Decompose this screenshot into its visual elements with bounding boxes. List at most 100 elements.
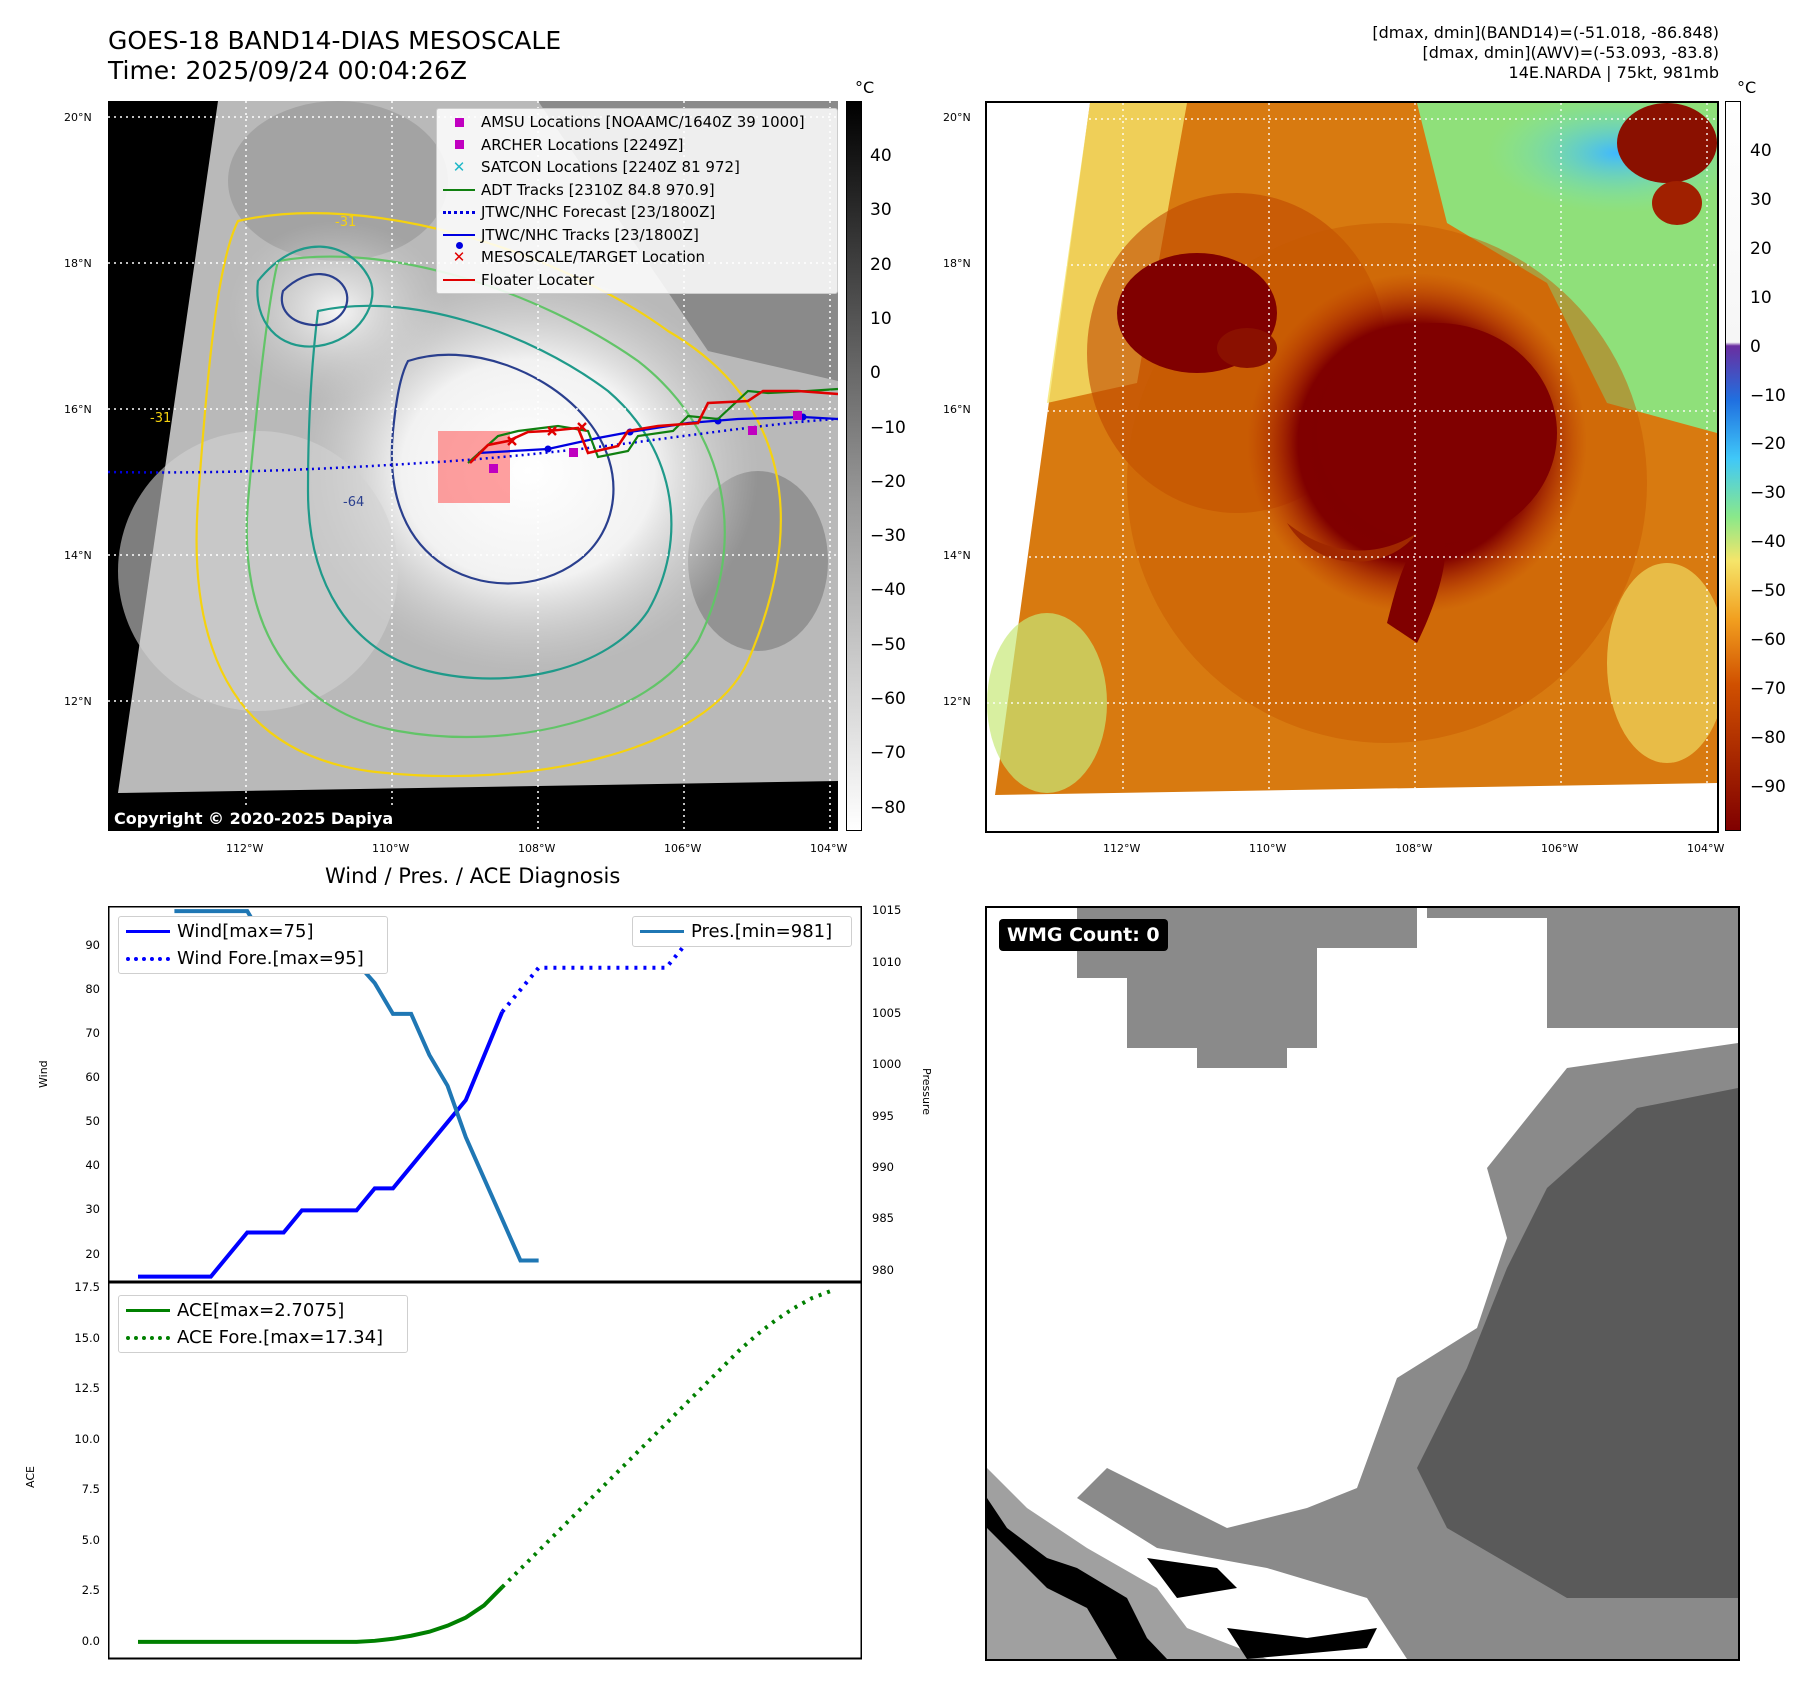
wmg-svg — [987, 908, 1738, 1659]
wind-tick-label: 50 — [85, 1114, 100, 1129]
ace-tick-label: 2.5 — [81, 1583, 100, 1598]
ace-tick-label: 10.0 — [74, 1431, 100, 1446]
diag-chart — [102, 905, 868, 1660]
tick-label: −20 — [870, 471, 906, 492]
pressure-ylabel: Pressure — [920, 1068, 933, 1115]
pressure-tick-label: 995 — [872, 1108, 894, 1123]
tick-label: −40 — [1750, 532, 1786, 553]
tick-label: −60 — [870, 689, 906, 709]
wind-tick-label: 80 — [85, 981, 100, 996]
ace-fore-dotted-icon — [126, 1335, 170, 1340]
wind-ylabel: Wind — [37, 1060, 50, 1088]
pressure-tick-label: 1000 — [872, 1057, 902, 1072]
tick-label: −70 — [1750, 678, 1786, 699]
tick-label: −80 — [1750, 727, 1786, 748]
legend-label: ACE[max=2.7075] — [177, 1300, 345, 1321]
info-storm: 14E.NARDA | 75kt, 981mb — [1508, 63, 1719, 82]
pressure-legend: Pres.[min=981] — [632, 916, 852, 947]
adt-line-icon — [443, 188, 475, 191]
tick-label: 10 — [1750, 287, 1772, 308]
legend-label: Wind[max=75] — [177, 921, 314, 942]
wmg-count-badge: WMG Count: 0 — [999, 919, 1168, 951]
tick-label: 20 — [870, 254, 892, 275]
wind-fore-dotted-icon — [126, 956, 170, 961]
wind-tick-label: 70 — [85, 1025, 100, 1040]
legend-floater: Floater Locater — [437, 269, 837, 292]
legend-archer: ARCHER Locations [2249Z] — [437, 134, 837, 157]
tick-label: −50 — [870, 634, 906, 655]
legend-wind-fore: Wind Fore.[max=95] — [119, 945, 387, 972]
figure-title: GOES-18 BAND14-DIAS MESOSCALE — [108, 26, 562, 55]
wind-tick-label: 60 — [85, 1070, 100, 1085]
legend-forecast: JTWC/NHC Forecast [23/1800Z] — [437, 201, 837, 224]
tick-label: −20 — [1750, 434, 1786, 455]
legend-label: ADT Tracks [2310Z 84.8 970.9] — [481, 180, 715, 199]
info-band14-range: [dmax, dmin](BAND14)=(-51.018, -86.848) — [1372, 23, 1719, 42]
lat-label: 20°N — [943, 111, 971, 124]
legend-label: Pres.[min=981] — [691, 921, 833, 942]
legend-amsu: AMSU Locations [NOAAMC/1640Z 39 1000] — [437, 111, 837, 134]
lat-label: 14°N — [943, 549, 971, 562]
lat-label: 18°N — [943, 257, 971, 270]
archer-marker-icon — [454, 140, 464, 150]
diag-chart-svg — [102, 905, 868, 1660]
wind-tick-label: 30 — [85, 1202, 100, 1217]
ir-color-map-svg — [987, 103, 1717, 831]
lon-label: 104°W — [1687, 842, 1725, 855]
figure-time: Time: 2025/09/24 00:04:26Z — [108, 56, 467, 85]
ace-tick-label: 7.5 — [81, 1482, 100, 1497]
pressure-line-icon — [640, 930, 684, 933]
ace-line-icon — [126, 1309, 170, 1312]
tick-label: 40 — [1750, 141, 1772, 161]
colorbar-color-unit: °C — [1737, 78, 1757, 97]
tick-label: 40 — [870, 146, 892, 166]
legend-label: SATCON Locations [2240Z 81 972] — [481, 158, 740, 177]
legend-wind: Wind[max=75] — [119, 918, 387, 945]
forecast-dotted-icon — [443, 210, 475, 214]
ace-tick-label: 0.0 — [81, 1633, 100, 1648]
wind-tick-label: 20 — [85, 1246, 100, 1261]
tick-label: 0 — [870, 363, 881, 384]
lon-label: 112°W — [1103, 842, 1141, 855]
tick-label: 30 — [870, 200, 892, 221]
pressure-tick-label: 990 — [872, 1159, 894, 1174]
track-dot-icon — [456, 241, 463, 249]
contour-label: -31 — [150, 411, 172, 426]
diag-title: Wind / Pres. / ACE Diagnosis — [325, 864, 621, 888]
wmg-panel — [985, 906, 1740, 1661]
wind-tick-label: 90 — [85, 937, 100, 952]
pressure-tick-label: 1010 — [872, 954, 902, 969]
lon-label: 108°W — [1395, 842, 1433, 855]
lat-label: 20°N — [64, 111, 92, 124]
lon-label: 110°W — [372, 842, 410, 855]
tracks-line-icon — [443, 233, 475, 236]
legend-satcon: ✕ SATCON Locations [2240Z 81 972] — [437, 156, 837, 179]
colorbar-color — [1725, 101, 1741, 831]
tick-label: −10 — [1750, 385, 1786, 406]
tick-label: −30 — [870, 526, 906, 547]
pressure-tick-label: 980 — [872, 1262, 894, 1277]
legend-label: ACE Fore.[max=17.34] — [177, 1327, 384, 1348]
lon-label: 108°W — [518, 842, 556, 855]
mesoscale-x-icon: ✕ — [452, 248, 466, 267]
amsu-marker-icon — [454, 117, 464, 127]
info-awv-range: [dmax, dmin](AWV)=(-53.093, -83.8) — [1422, 43, 1719, 62]
satcon-x-icon: ✕ — [452, 158, 466, 177]
wind-legend: Wind[max=75] Wind Fore.[max=95] — [118, 916, 388, 974]
legend-label: MESOSCALE/TARGET Location — [481, 248, 706, 267]
lon-label: 106°W — [664, 842, 702, 855]
ace-tick-label: 17.5 — [74, 1280, 100, 1295]
legend-ace-fore: ACE Fore.[max=17.34] — [119, 1324, 407, 1351]
floater-line-icon — [443, 278, 475, 281]
ace-tick-label: 15.0 — [74, 1330, 100, 1345]
tick-label: −10 — [870, 417, 906, 438]
wind-series-line — [138, 1011, 505, 1279]
map-legend: AMSU Locations [NOAAMC/1640Z 39 1000] AR… — [436, 108, 838, 294]
ace-series-line — [138, 1585, 504, 1644]
tick-label: −80 — [870, 797, 906, 818]
legend-label: Wind Fore.[max=95] — [177, 948, 364, 969]
legend-tracks: JTWC/NHC Tracks [23/1800Z] — [437, 224, 837, 249]
lat-label: 16°N — [943, 403, 971, 416]
tick-label: 20 — [1750, 238, 1772, 259]
colorbar-gray — [846, 101, 862, 831]
